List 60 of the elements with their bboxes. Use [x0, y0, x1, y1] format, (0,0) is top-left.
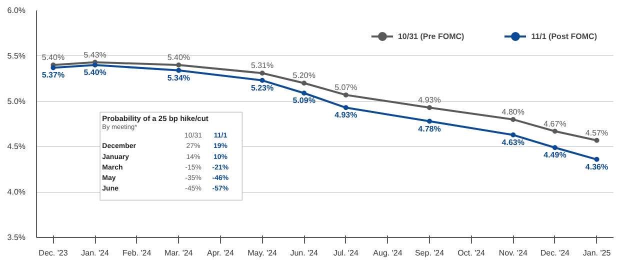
data-label: 4.57% [585, 128, 608, 138]
data-label: 4.80% [502, 107, 524, 116]
point [510, 132, 516, 138]
point [594, 156, 600, 162]
x-tick-label: Jun. '24 [290, 248, 319, 258]
data-label: 4.93% [418, 96, 441, 105]
x-tick-label: Jul. '24 [333, 248, 360, 258]
data-label: 5.23% [250, 83, 274, 92]
x-tick-label: Sep. '24 [414, 248, 445, 258]
data-label: 5.40% [84, 68, 106, 77]
legend-label: 11/1 (Post FOMC) [531, 32, 597, 40]
data-label: 5.09% [292, 96, 316, 106]
point [176, 62, 182, 68]
point [260, 70, 265, 76]
x-tick-label: Dec. '24 [540, 248, 570, 258]
x-tick-label: Oct. '24 [458, 248, 486, 258]
point [260, 78, 265, 83]
point [50, 65, 56, 70]
data-label: 5.37% [42, 70, 65, 80]
point [594, 138, 600, 143]
x-tick-label: Apr. '24 [207, 248, 234, 258]
y-tick-label: 3.5% [7, 233, 26, 242]
data-label: 4.67% [544, 119, 566, 128]
x-tick-label: Feb. '24 [122, 248, 152, 258]
x-tick-label: Aug. '24 [373, 248, 403, 258]
data-label: 4.36% [585, 162, 608, 172]
point [343, 92, 348, 98]
data-label: 5.20% [292, 71, 316, 80]
point [427, 105, 432, 110]
point [176, 68, 182, 73]
x-tick-label: Jan. '25 [582, 248, 612, 258]
legend-label: 10/31 (Pre FOMC) [398, 32, 464, 40]
data-label: 5.40% [42, 52, 65, 62]
y-tick-label: 5.5% [7, 51, 26, 60]
y-tick-label: 4.0% [7, 188, 26, 197]
data-label: 4.49% [544, 150, 566, 160]
x-tick-label: May. '24 [248, 248, 278, 258]
y-tick-label: 4.5% [7, 142, 26, 152]
data-label: 5.34% [167, 73, 190, 82]
data-label: 5.43% [84, 50, 106, 60]
data-label: 5.40% [167, 52, 190, 62]
point [302, 90, 307, 96]
x-tick-label: Nov. '24 [498, 248, 528, 258]
point [510, 116, 516, 122]
data-label: 5.31% [250, 61, 274, 70]
point [92, 62, 98, 68]
data-label: 5.07% [334, 82, 358, 92]
point [302, 80, 307, 86]
point [552, 145, 558, 150]
y-tick-label: 6.0% [7, 6, 26, 15]
x-tick-label: Jan. '24 [81, 248, 110, 258]
point [343, 105, 348, 110]
data-label: 4.93% [334, 110, 358, 120]
y-tick-label: 5.0% [7, 96, 26, 106]
x-tick-label: Mar. '24 [164, 248, 194, 258]
data-label: 4.63% [502, 138, 524, 147]
point [552, 128, 558, 134]
point [427, 118, 432, 124]
x-tick-label: Dec. '23 [38, 248, 68, 258]
data-label: 4.78% [418, 124, 441, 134]
